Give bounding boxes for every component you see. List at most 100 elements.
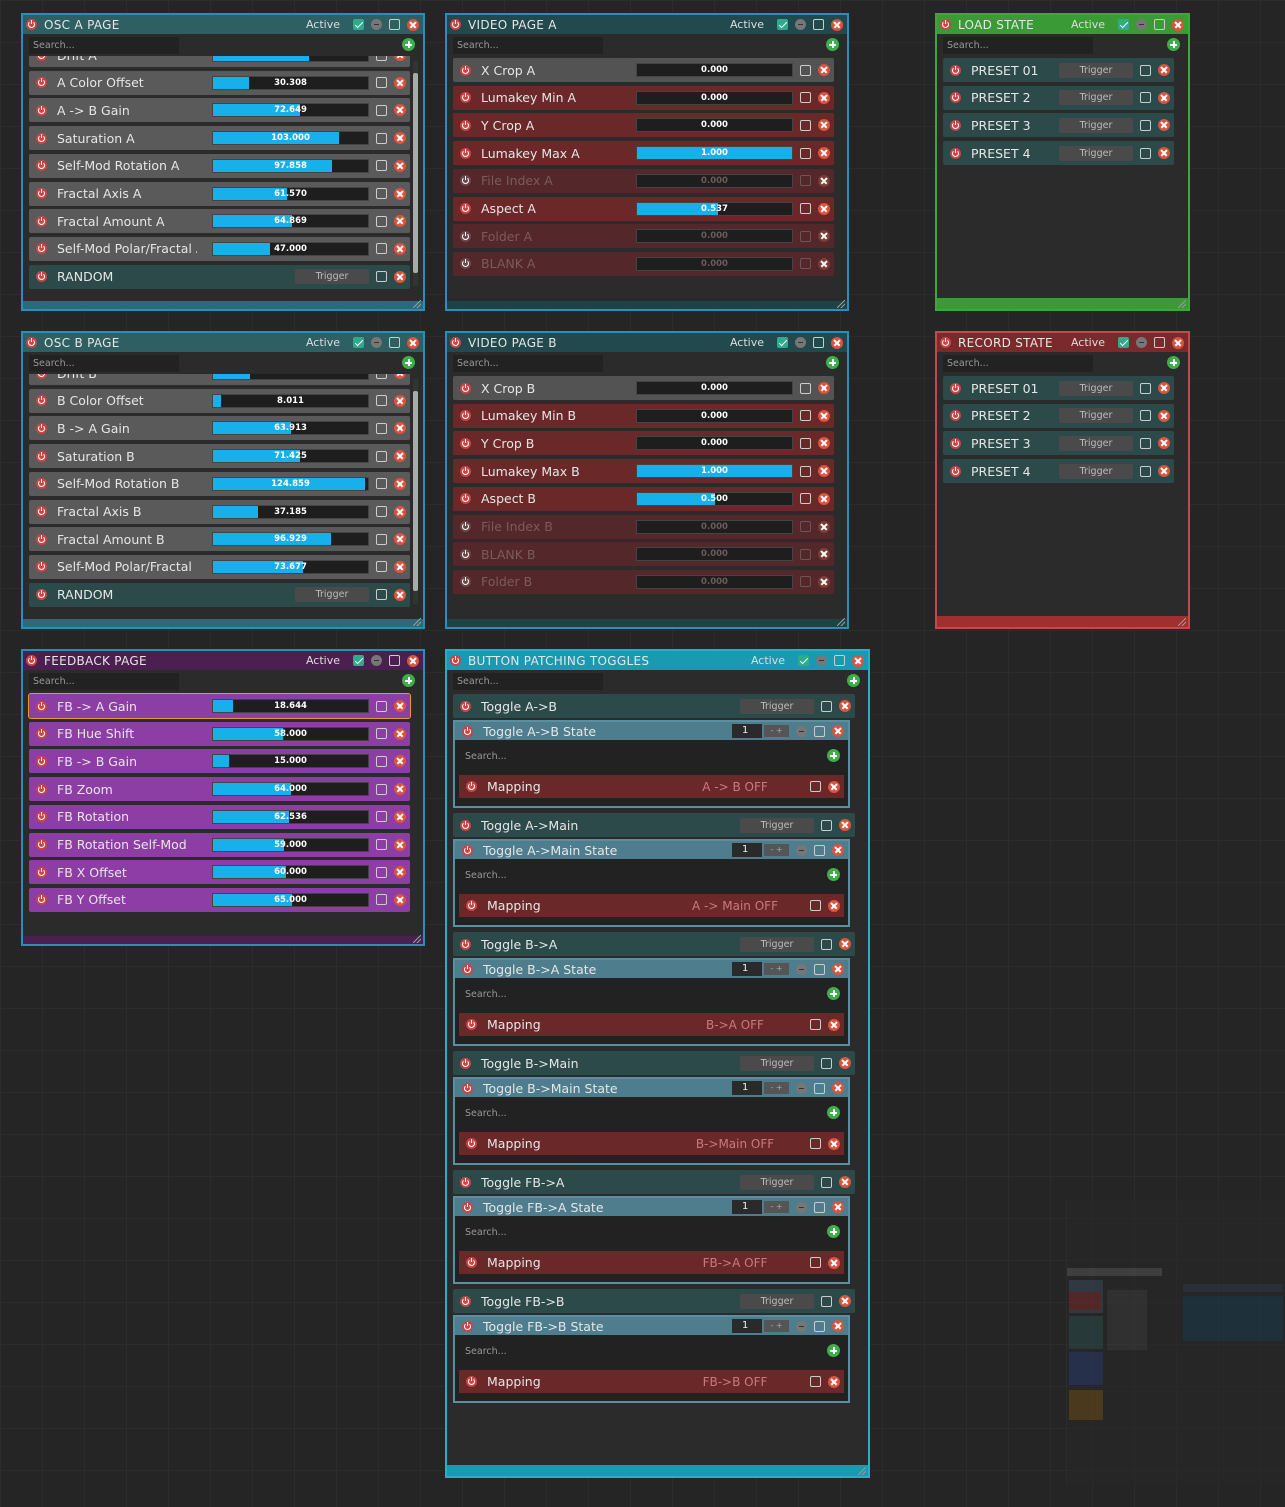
power-icon[interactable] xyxy=(460,175,471,187)
add-icon[interactable] xyxy=(827,1344,840,1357)
enable-checkbox[interactable] xyxy=(810,1376,821,1387)
trigger-row[interactable]: PRESET 01 Trigger xyxy=(943,58,1174,82)
power-icon[interactable] xyxy=(460,548,471,560)
enable-checkbox[interactable] xyxy=(800,119,811,131)
remove-icon[interactable] xyxy=(832,1201,844,1213)
enable-checkbox[interactable] xyxy=(376,395,387,407)
remove-icon[interactable] xyxy=(1158,64,1170,76)
power-icon[interactable] xyxy=(466,1376,477,1387)
power-icon[interactable] xyxy=(36,478,47,490)
power-icon[interactable] xyxy=(36,506,47,517)
resize-grip-icon[interactable] xyxy=(858,1467,866,1475)
enable-checkbox[interactable] xyxy=(1140,465,1151,477)
panel-header[interactable]: RECORD STATE Active xyxy=(937,333,1188,352)
value-slider[interactable]: 47.000 xyxy=(212,241,369,256)
search-input[interactable]: Search... xyxy=(461,985,611,1003)
value-slider[interactable]: 0.000 xyxy=(636,381,793,395)
remove-icon[interactable] xyxy=(839,819,851,831)
power-icon[interactable] xyxy=(26,655,37,666)
panel-header[interactable]: OSC B PAGE Active xyxy=(23,333,423,352)
state-number-input[interactable]: 1 xyxy=(732,1200,762,1214)
parameter-row[interactable]: Self-Mod Rotation B 124.859 xyxy=(29,471,410,496)
remove-icon[interactable] xyxy=(818,409,830,422)
enable-checkbox[interactable] xyxy=(376,866,387,878)
remove-icon[interactable] xyxy=(818,230,830,243)
minimize-icon[interactable] xyxy=(795,19,806,30)
mapping-row[interactable]: Mapping FB->B OFF xyxy=(459,1370,844,1393)
value-slider[interactable]: 59.000 xyxy=(212,837,369,852)
trigger-row[interactable]: PRESET 4 Trigger xyxy=(943,459,1174,484)
trigger-row[interactable]: PRESET 2 Trigger xyxy=(943,85,1174,110)
trigger-row[interactable]: PRESET 01 Trigger xyxy=(943,376,1174,400)
enable-checkbox[interactable] xyxy=(376,56,387,61)
value-slider[interactable]: 30.308 xyxy=(212,75,369,90)
maximize-icon[interactable] xyxy=(389,337,400,348)
power-icon[interactable] xyxy=(950,119,961,131)
parameter-row[interactable]: FB Y Offset 65.000 xyxy=(29,887,410,912)
enable-checkbox[interactable] xyxy=(821,938,832,950)
power-icon[interactable] xyxy=(466,1257,477,1268)
remove-icon[interactable] xyxy=(394,242,406,255)
power-icon[interactable] xyxy=(36,728,47,740)
enable-checkbox[interactable] xyxy=(800,92,811,104)
minimize-icon[interactable] xyxy=(371,19,382,30)
mapping-row[interactable]: Mapping FB->A OFF xyxy=(459,1251,844,1274)
add-icon[interactable] xyxy=(827,1106,840,1119)
trigger-row[interactable]: PRESET 3 Trigger xyxy=(943,113,1174,138)
parameter-row[interactable]: FB Rotation 62.536 xyxy=(29,804,410,829)
minimize-icon[interactable] xyxy=(1136,337,1147,348)
power-icon[interactable] xyxy=(466,1019,477,1030)
remove-icon[interactable] xyxy=(394,588,406,601)
remove-icon[interactable] xyxy=(394,76,406,89)
state-header[interactable]: Toggle B->A State 1- + xyxy=(455,960,848,978)
value-slider[interactable]: 62.536 xyxy=(212,809,369,824)
remove-icon[interactable] xyxy=(818,64,830,76)
enable-checkbox[interactable] xyxy=(376,450,387,462)
stepper-buttons[interactable]: - + xyxy=(764,844,789,856)
enable-checkbox[interactable] xyxy=(814,1320,825,1332)
active-checkbox[interactable] xyxy=(1118,19,1129,30)
power-icon[interactable] xyxy=(36,894,47,906)
power-icon[interactable] xyxy=(466,1138,477,1149)
trigger-button[interactable]: Trigger xyxy=(1059,463,1133,479)
parameter-row[interactable]: BLANK A 0.000 xyxy=(453,251,834,276)
enable-checkbox[interactable] xyxy=(376,77,387,89)
power-icon[interactable] xyxy=(460,64,471,76)
stepper-buttons[interactable]: - + xyxy=(764,1082,789,1094)
enable-checkbox[interactable] xyxy=(821,1295,832,1307)
enable-checkbox[interactable] xyxy=(1140,437,1151,449)
minimap[interactable] xyxy=(1066,1200,1285,1485)
search-input[interactable]: Search... xyxy=(943,36,1093,54)
enable-checkbox[interactable] xyxy=(800,521,811,532)
enable-checkbox[interactable] xyxy=(376,533,387,545)
trigger-row[interactable]: Toggle A->Main Trigger xyxy=(453,813,855,837)
power-icon[interactable] xyxy=(36,395,47,407)
power-icon[interactable] xyxy=(460,938,471,950)
active-checkbox[interactable] xyxy=(1118,337,1129,348)
parameter-row[interactable]: Lumakey Min A 0.000 xyxy=(453,85,834,110)
parameter-row[interactable]: Lumakey Max B 1.000 xyxy=(453,459,834,484)
power-icon[interactable] xyxy=(36,56,47,61)
enable-checkbox[interactable] xyxy=(810,1138,821,1149)
maximize-icon[interactable] xyxy=(813,337,824,348)
power-icon[interactable] xyxy=(950,92,961,104)
active-checkbox[interactable] xyxy=(353,337,364,348)
value-slider[interactable]: 60.000 xyxy=(212,865,369,880)
parameter-row[interactable]: Saturation B 71.425 xyxy=(29,444,410,469)
power-icon[interactable] xyxy=(462,963,473,975)
remove-icon[interactable] xyxy=(1158,465,1170,478)
value-slider[interactable]: 64.869 xyxy=(212,214,369,229)
value-slider[interactable]: 0.000 xyxy=(636,547,793,562)
power-icon[interactable] xyxy=(36,839,47,850)
enable-checkbox[interactable] xyxy=(1140,410,1151,422)
remove-icon[interactable] xyxy=(394,810,406,823)
power-icon[interactable] xyxy=(950,410,961,422)
power-icon[interactable] xyxy=(36,783,47,795)
parameter-row[interactable]: File Index A 0.000 xyxy=(453,168,834,193)
power-icon[interactable] xyxy=(36,243,47,255)
power-icon[interactable] xyxy=(462,1082,473,1094)
maximize-icon[interactable] xyxy=(834,655,845,666)
trigger-button[interactable]: Trigger xyxy=(1059,145,1133,161)
power-icon[interactable] xyxy=(36,450,47,462)
remove-icon[interactable] xyxy=(394,783,406,796)
